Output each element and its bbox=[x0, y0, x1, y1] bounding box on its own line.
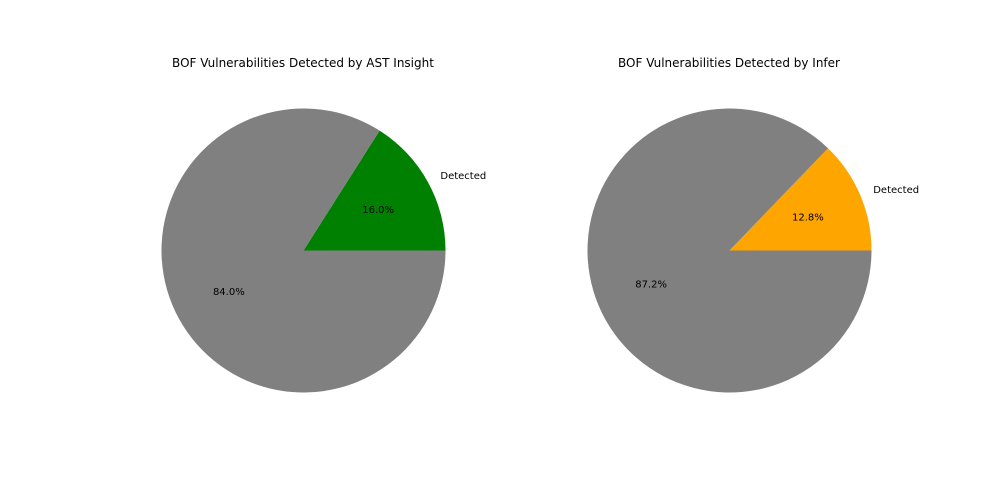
pie-pct-label-infer-1: 87.2% bbox=[635, 279, 667, 290]
pie-chart-infer: BOF Vulnerabilities Detected by Infer 12… bbox=[587, 56, 919, 393]
pie-slices-ast-insight bbox=[161, 108, 446, 393]
pie-slices-infer bbox=[587, 108, 872, 393]
chart-title-ast-insight: BOF Vulnerabilities Detected by AST Insi… bbox=[172, 56, 434, 70]
pie-pct-label-infer-0: 12.8% bbox=[792, 213, 824, 224]
pie-slice-ast-insight-1 bbox=[161, 108, 446, 393]
pie-slice-ast-insight-0 bbox=[303, 130, 446, 251]
pie-category-label-ast-insight-0: Detected bbox=[440, 171, 486, 182]
pie-slice-infer-1 bbox=[587, 108, 872, 393]
pie-pct-label-ast-insight-0: 16.0% bbox=[362, 205, 394, 216]
pie-chart-ast-insight: BOF Vulnerabilities Detected by AST Insi… bbox=[161, 56, 486, 393]
pie-labels-infer: 12.8% Detected 87.2% bbox=[635, 185, 919, 290]
pie-slice-infer-0 bbox=[729, 148, 872, 251]
pie-category-label-infer-0: Detected bbox=[873, 185, 919, 196]
pie-labels-ast-insight: 16.0% Detected 84.0% bbox=[213, 171, 486, 298]
chart-title-infer: BOF Vulnerabilities Detected by Infer bbox=[618, 56, 840, 70]
pie-pct-label-ast-insight-1: 84.0% bbox=[213, 287, 245, 298]
